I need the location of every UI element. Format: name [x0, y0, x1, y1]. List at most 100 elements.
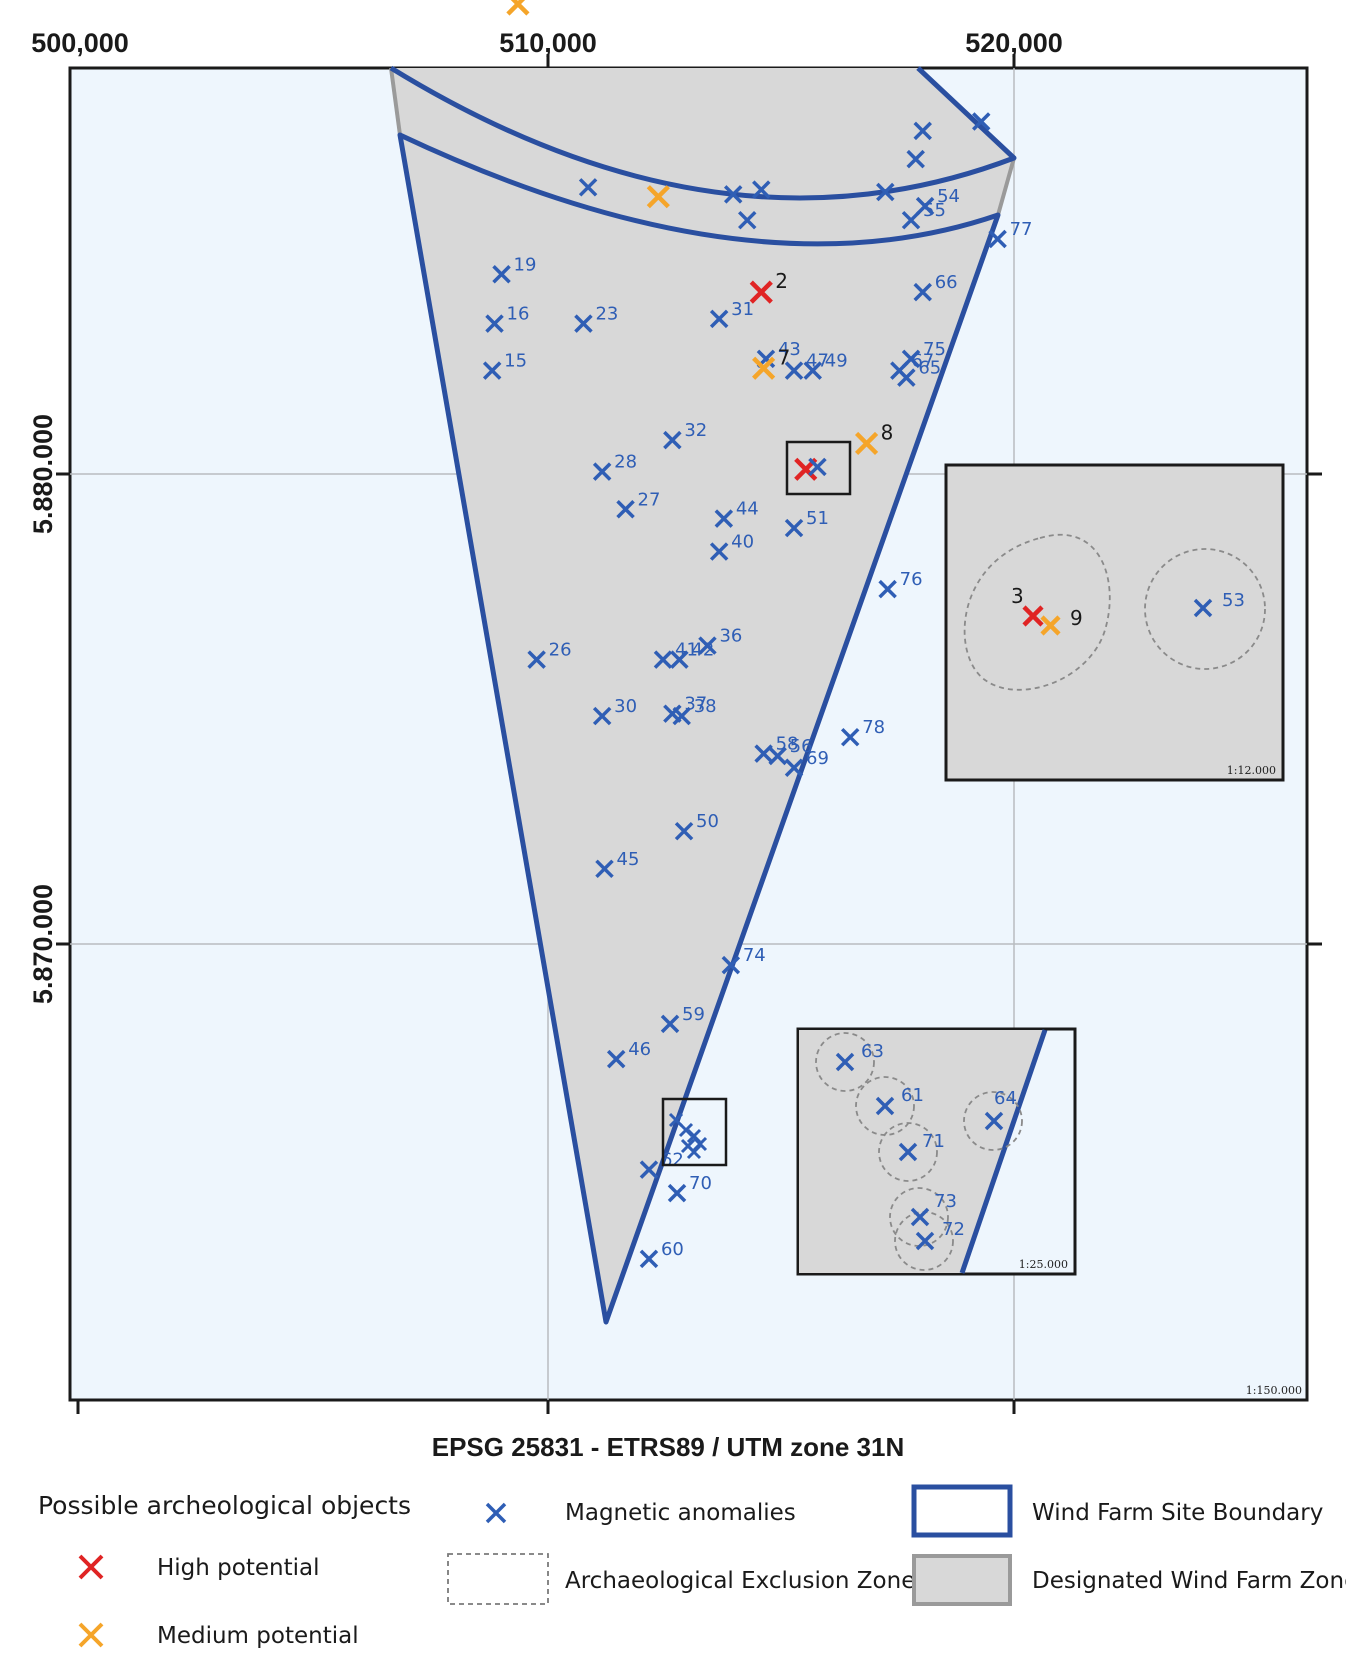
inset-upper-frame	[944, 463, 1285, 782]
inset-upper: 3 9 53 1:12.000	[944, 463, 1285, 782]
zone-edge-grey	[389, 67, 402, 136]
magnetic-anomaly-marker: 58	[754, 734, 799, 763]
magnetic-anomaly-marker	[686, 1144, 702, 1160]
marker-label: 59	[682, 1004, 705, 1025]
magnetic-anomaly-marker	[835, 1052, 855, 1072]
marker-label: 70	[689, 1173, 712, 1194]
wind-farm-site-boundary-main	[397, 132, 1001, 1325]
marker-label: 47	[806, 351, 829, 372]
exclusion-zone	[1144, 548, 1266, 670]
magnetic-anomaly-marker	[898, 1142, 918, 1162]
marker-label: 51	[806, 508, 829, 529]
x-tick-label-520000: 520,000	[965, 28, 1063, 58]
marker-label: 66	[935, 272, 958, 293]
inset-lower-boundary	[959, 1029, 1048, 1274]
marker-cross	[876, 182, 895, 202]
marker-label: 44	[736, 499, 759, 520]
zone-edge-grey	[996, 157, 1016, 216]
magnetic-anomaly-marker: 47	[784, 351, 829, 380]
marker-label: 56	[790, 736, 813, 757]
marker-label: 26	[549, 640, 572, 661]
magnetic-anomaly-marker: 50	[674, 811, 719, 841]
magnetic-anomaly-marker: 46	[606, 1039, 651, 1069]
marker-cross	[878, 579, 897, 599]
magnetic-anomaly-marker	[1193, 598, 1213, 618]
marker-label: 55	[923, 200, 946, 221]
marker-label: 74	[743, 945, 766, 966]
medium-potential-marker	[1040, 615, 1061, 636]
marker-label: 78	[862, 717, 885, 738]
magnetic-anomaly-marker: 16	[485, 304, 530, 333]
magnetic-anomaly-marker: 38	[672, 696, 717, 726]
marker-label: 41	[675, 640, 698, 661]
marker-cross	[670, 650, 689, 669]
marker-cross	[595, 859, 614, 879]
magnetic-anomaly-marker: 32	[663, 420, 707, 450]
marker-cross	[482, 361, 502, 380]
marker-cross	[653, 650, 673, 669]
marker-cross	[492, 265, 511, 284]
x-tick-label-500000: 500,000	[31, 28, 129, 58]
marker-cross	[527, 650, 546, 669]
marker-cross	[915, 196, 935, 216]
magnetic-anomaly-marker	[875, 1096, 895, 1116]
marker-label: 46	[628, 1039, 651, 1060]
marker-label: 16	[507, 304, 530, 325]
marker-label: 65	[918, 358, 941, 379]
medium-potential-marker	[646, 185, 670, 209]
marker-label: 76	[900, 569, 923, 590]
marker-label: 15	[504, 351, 527, 372]
magnetic-anomaly-marker: 36	[698, 626, 742, 655]
marker-label: 58	[776, 734, 799, 755]
object-label-61: 61	[901, 1085, 924, 1106]
exclusion-zone	[878, 1122, 938, 1182]
marker-cross	[606, 1049, 626, 1069]
marker-cross	[906, 149, 925, 169]
marker-label: 42	[691, 640, 714, 661]
marker-label: 75	[923, 339, 946, 360]
marker-cross	[506, 0, 530, 16]
marker-cross	[738, 210, 757, 230]
marker-cross	[639, 1160, 659, 1179]
legend-magnetic-symbol	[485, 1502, 507, 1524]
marker-label: 40	[731, 532, 754, 553]
crs-label: EPSG 25831 - ETRS89 / UTM zone 31N	[432, 1432, 905, 1462]
marker-cross	[709, 542, 729, 561]
marker-cross	[663, 430, 682, 450]
magnetic-anomaly-marker: 19	[492, 254, 537, 284]
object-label-9: 9	[1070, 606, 1083, 630]
magnetic-anomaly-marker: 60	[639, 1239, 684, 1269]
legend: Possible archeological objects High pote…	[38, 1484, 1346, 1649]
object-label-63: 63	[861, 1041, 884, 1062]
legend-title: Possible archeological objects	[38, 1491, 411, 1520]
marker-cross	[698, 636, 717, 655]
marker-cross	[721, 955, 741, 975]
magnetic-anomaly-marker: 78	[840, 717, 885, 747]
marker-cross	[749, 280, 773, 304]
marker-cross	[672, 706, 691, 726]
marker-cross	[784, 518, 804, 538]
exclusion-zone	[963, 533, 1111, 691]
magnetic-anomaly-marker: 56	[768, 736, 813, 766]
marker-cross	[913, 121, 932, 141]
y-tick-label-5880000: 5.880.000	[28, 414, 58, 534]
magnetic-anomaly-marker: 27	[616, 489, 660, 519]
marker-cross	[660, 1014, 680, 1034]
marker-cross	[709, 309, 729, 329]
medium-potential-marker	[506, 0, 530, 16]
magnetic-anomaly-marker: 51	[784, 508, 829, 538]
legend-magnetic-anomalies: Magnetic anomalies	[565, 1500, 796, 1526]
marker-cross	[897, 368, 916, 387]
legend-high-potential-symbol	[78, 1554, 104, 1580]
magnetic-anomaly-marker: 15	[482, 351, 527, 380]
object-label-72: 72	[942, 1219, 965, 1240]
magnetic-anomaly-marker: 30	[592, 696, 637, 726]
legend-boundary-symbol	[911, 1484, 1013, 1538]
marker-label: 67	[911, 351, 934, 372]
marker-cross	[784, 758, 804, 777]
frame-ticks	[56, 54, 1322, 1414]
marker-label: 19	[514, 254, 537, 275]
y-tick-label-5870000: 5.870.000	[28, 884, 58, 1004]
magnetic-anomaly-marker	[752, 180, 771, 199]
